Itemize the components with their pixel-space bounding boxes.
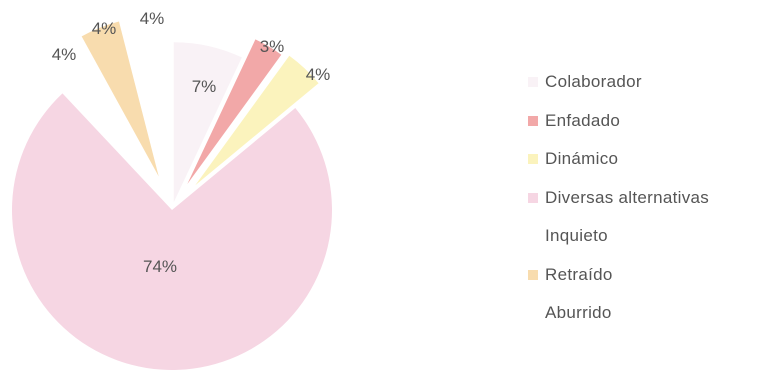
data-label-aburrido: 4%	[140, 9, 165, 28]
data-label-inquieto: 4%	[52, 45, 77, 64]
data-label-colaborador: 7%	[192, 77, 217, 96]
pie-slices	[12, 13, 333, 370]
legend-item-aburrido: Aburrido	[528, 294, 709, 333]
legend-swatch	[528, 231, 538, 242]
legend-label: Diversas alternativas	[545, 187, 710, 207]
legend-item-colaborador: Colaborador	[528, 63, 709, 102]
pie-slice-enfadado	[187, 39, 282, 185]
chart-legend: Colaborador Enfadado Dinámico Diversas alte…	[528, 63, 709, 333]
legend-item-diversas-alternativas: Diversas alternativas	[528, 179, 709, 218]
pie-slice-retraido	[81, 21, 159, 177]
legend-swatch	[528, 115, 538, 126]
pie-slice-dinamico	[195, 55, 319, 186]
legend-swatch	[528, 154, 538, 165]
legend-label: Enfadado	[545, 110, 621, 130]
legend-label: Aburrido	[545, 303, 612, 323]
legend-item-dinamico: Dinámico	[528, 140, 709, 179]
legend-label: Inquieto	[545, 226, 608, 246]
legend-swatch	[528, 77, 538, 88]
legend-swatch	[528, 308, 538, 319]
data-label-retraido: 4%	[92, 19, 117, 38]
legend-label: Dinámico	[545, 149, 619, 169]
legend-label: Colaborador	[545, 72, 642, 92]
pie-slice-inquieto	[40, 39, 152, 182]
pie-slice-colaborador	[173, 42, 242, 203]
legend-swatch	[528, 269, 538, 280]
pie-slice-aburrido	[127, 13, 168, 175]
data-label-enfadado: 3%	[260, 37, 285, 56]
legend-item-retraido: Retraído	[528, 256, 709, 295]
legend-swatch	[528, 192, 538, 203]
legend-label: Retraído	[545, 264, 613, 284]
pie-labels: 7% 3% 4% 74% 4% 4% 4%	[52, 9, 331, 276]
data-label-dinamico: 4%	[306, 65, 331, 84]
data-label-diversas-alternativas: 74%	[143, 257, 177, 276]
legend-item-enfadado: Enfadado	[528, 102, 709, 141]
pie-chart: 7% 3% 4% 74% 4% 4% 4%	[12, 9, 333, 370]
legend-item-inquieto: Inquieto	[528, 217, 709, 256]
pie-slice-diversas-alternativas	[12, 93, 333, 370]
